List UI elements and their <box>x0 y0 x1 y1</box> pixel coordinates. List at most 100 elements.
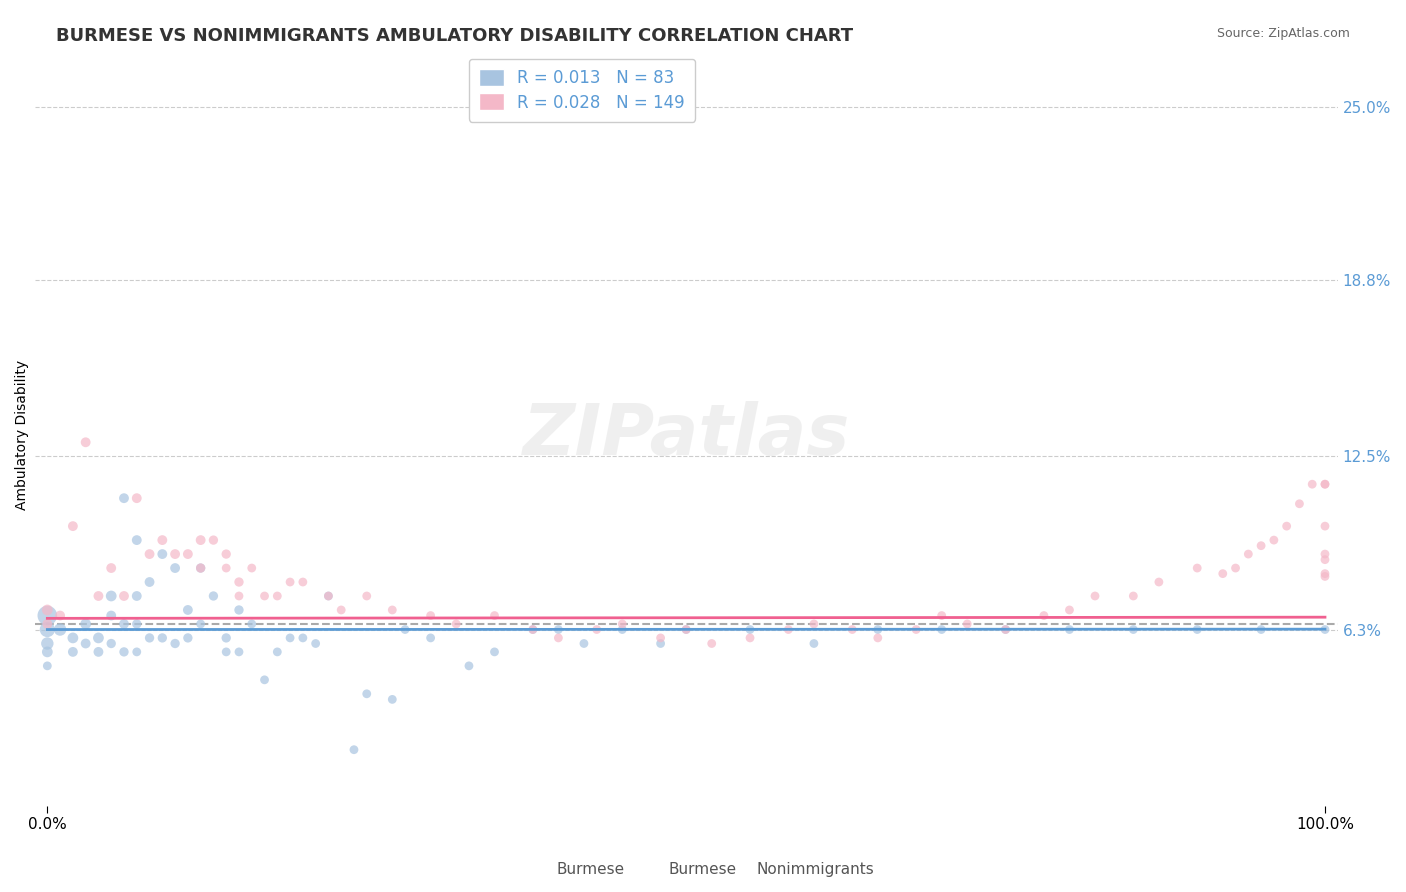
Point <box>1059 623 1081 637</box>
Point <box>165 547 187 561</box>
Legend: R = 0.013   N = 83, R = 0.028   N = 149: R = 0.013 N = 83, R = 0.028 N = 149 <box>470 59 695 121</box>
Point <box>100 636 122 650</box>
Point <box>112 645 135 659</box>
Point <box>1084 589 1107 603</box>
Point <box>356 687 378 701</box>
Point <box>1313 477 1336 491</box>
Point <box>190 561 212 575</box>
Point <box>87 645 110 659</box>
Point <box>1313 569 1336 583</box>
Text: Burmese: Burmese <box>557 863 624 877</box>
Point <box>228 589 250 603</box>
Point <box>994 623 1017 637</box>
Point <box>738 631 761 645</box>
Point <box>37 603 59 617</box>
Point <box>240 616 263 631</box>
Point <box>278 574 301 589</box>
Point <box>165 561 187 575</box>
Point <box>37 658 59 673</box>
Point <box>304 636 326 650</box>
Point <box>612 616 634 631</box>
Point <box>100 589 122 603</box>
Point <box>228 603 250 617</box>
Point <box>177 547 200 561</box>
Point <box>931 608 953 623</box>
Point <box>419 608 441 623</box>
Point <box>650 631 672 645</box>
Point <box>177 631 200 645</box>
Point <box>522 623 544 637</box>
Point <box>1147 574 1170 589</box>
Point <box>330 603 353 617</box>
Point <box>612 623 634 637</box>
Point <box>547 623 569 637</box>
Point <box>266 589 288 603</box>
Point <box>100 608 122 623</box>
Point <box>215 631 238 645</box>
Point <box>1313 519 1336 533</box>
Point <box>37 616 59 631</box>
Point <box>100 561 122 575</box>
Point <box>444 616 467 631</box>
Point <box>253 673 276 687</box>
Point <box>1313 552 1336 566</box>
Point <box>62 645 84 659</box>
Point <box>202 589 225 603</box>
Point <box>87 631 110 645</box>
Point <box>253 589 276 603</box>
Point <box>278 631 301 645</box>
Point <box>190 561 212 575</box>
Point <box>547 631 569 645</box>
Point <box>1187 623 1209 637</box>
Point <box>190 616 212 631</box>
Point <box>202 533 225 547</box>
Point <box>125 589 148 603</box>
Point <box>866 631 889 645</box>
Point <box>37 608 59 623</box>
Point <box>138 574 160 589</box>
Point <box>215 561 238 575</box>
Point <box>75 636 97 650</box>
Point <box>343 742 366 756</box>
Point <box>215 645 238 659</box>
Point <box>266 645 288 659</box>
Point <box>572 636 595 650</box>
Point <box>318 589 340 603</box>
Point <box>49 623 72 637</box>
Point <box>112 589 135 603</box>
Point <box>778 623 800 637</box>
Point <box>112 491 135 505</box>
Point <box>1301 477 1323 491</box>
Point <box>62 519 84 533</box>
Point <box>956 616 979 631</box>
Point <box>484 608 506 623</box>
Point <box>1313 623 1336 637</box>
Point <box>215 547 238 561</box>
Point <box>37 636 59 650</box>
Point <box>419 631 441 645</box>
Point <box>1212 566 1234 581</box>
Point <box>125 616 148 631</box>
Point <box>190 533 212 547</box>
Point <box>75 435 97 450</box>
Point <box>1122 589 1144 603</box>
Point <box>994 623 1017 637</box>
Point <box>125 533 148 547</box>
Text: Burmese: Burmese <box>669 863 737 877</box>
Point <box>650 636 672 650</box>
Point <box>228 574 250 589</box>
Point <box>931 623 953 637</box>
Point <box>1313 547 1336 561</box>
Point <box>138 631 160 645</box>
Point <box>866 623 889 637</box>
Point <box>62 631 84 645</box>
Point <box>165 636 187 650</box>
Point <box>1288 497 1310 511</box>
Point <box>1059 603 1081 617</box>
Point <box>125 491 148 505</box>
Point <box>75 616 97 631</box>
Point <box>150 631 173 645</box>
Text: ZIPatlas: ZIPatlas <box>523 401 849 470</box>
Point <box>675 623 697 637</box>
Point <box>1187 561 1209 575</box>
